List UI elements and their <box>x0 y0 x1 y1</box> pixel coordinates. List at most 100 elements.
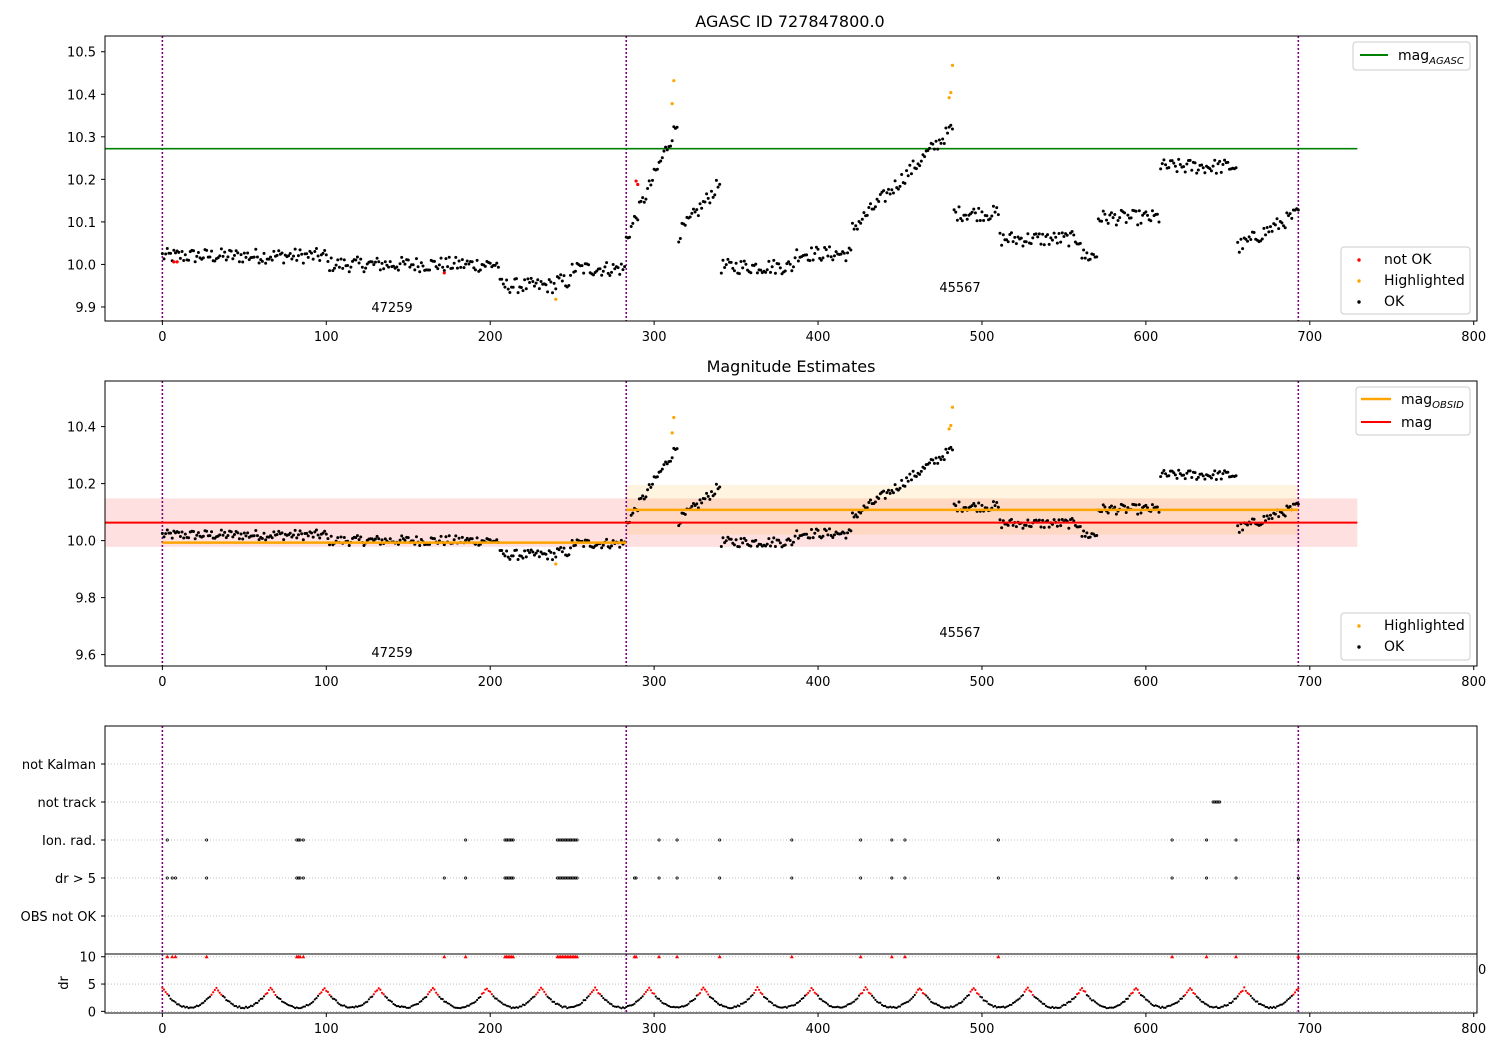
panel2-point-ok <box>937 455 941 459</box>
panel2-point-ok <box>357 538 361 542</box>
panel1-point-ok <box>459 265 463 269</box>
panel1-point-ok <box>569 273 573 277</box>
panel1-point-ok <box>1260 237 1264 241</box>
panel1-point-ok <box>378 268 382 272</box>
panel4-point-dr <box>764 996 767 1000</box>
panel2-point-ok <box>1029 525 1033 529</box>
panel1-point-ok <box>1164 163 1168 167</box>
panel3-flag-marker <box>657 838 661 842</box>
panel1-point-ok <box>826 254 830 258</box>
panel1-point-ok <box>706 196 710 200</box>
panel1-point-ok <box>823 246 827 250</box>
panel1-point-ok <box>678 237 682 241</box>
panel1-point-ok <box>729 260 733 264</box>
panel2-point-ok <box>169 531 173 535</box>
panel2-point-ok <box>655 475 659 479</box>
panel1-point-ok <box>242 251 246 255</box>
panel1-point-ok <box>178 256 182 260</box>
panel1-point-ok <box>777 262 781 266</box>
panel3-flag-marker <box>570 838 574 842</box>
panel2-point-ok <box>700 501 704 505</box>
panel2-point-ok <box>165 528 169 532</box>
panel4-point-dr-high <box>974 988 977 992</box>
panel2-point-highlighted <box>950 405 955 409</box>
panel1-point-ok <box>1088 257 1092 261</box>
panel4-point-dr <box>1036 997 1039 1001</box>
panel1-point-ok <box>690 211 694 215</box>
panel4-point-dr-high <box>1248 993 1251 996</box>
panel4-point-dr <box>741 1002 744 1005</box>
panel4-point-dr <box>303 1005 307 1008</box>
panel4-point-dr-high <box>1244 989 1247 992</box>
panel1-point-ok <box>893 179 897 183</box>
panel1-point-ok <box>519 286 523 290</box>
panel1-point-ok <box>428 268 432 272</box>
panel4-point-dr <box>182 1005 185 1008</box>
panel2-point-ok <box>241 537 245 541</box>
panel1-point-ok <box>882 189 886 193</box>
panel4-point-dr <box>575 1004 579 1007</box>
panel1-point-ok <box>744 262 748 266</box>
panel1-point-not-ok <box>636 182 640 187</box>
panel4-point-dr <box>425 995 428 999</box>
panel1-point-ok <box>805 253 809 257</box>
panel1-point-ok <box>275 253 279 257</box>
panel4-point-dr <box>851 1001 854 1004</box>
panel4-point-dr <box>733 1005 736 1008</box>
panel1-point-ok <box>773 271 777 275</box>
panel4-ylabel: dr <box>57 976 72 990</box>
panel1-point-ok <box>165 247 169 251</box>
panel2-point-ok <box>559 545 563 549</box>
panel4-point-dr <box>348 1006 351 1009</box>
panel4-point-dr <box>1018 997 1021 1000</box>
panel2-point-ok <box>909 478 913 482</box>
panel4-point-dr <box>256 1001 259 1004</box>
panel2-point-ok <box>998 518 1002 522</box>
panel2-point-ok <box>524 555 528 559</box>
panel4-point-dr <box>1218 1006 1221 1010</box>
panel1-point-highlighted <box>949 90 953 95</box>
panel4-point-dr <box>803 994 807 997</box>
panel4-point-dr <box>251 1004 254 1008</box>
panel4-point-dr <box>285 1003 289 1006</box>
panel2-point-ok <box>160 531 164 535</box>
panel1-point-ok <box>523 278 527 282</box>
panel2-point-ok <box>464 538 468 542</box>
panel1-point-ok <box>1249 237 1253 241</box>
panel1-point-ok <box>434 265 438 269</box>
panel2-point-ok <box>500 549 504 553</box>
panel4-point-dr <box>1269 1006 1272 1009</box>
panel2-point-ok <box>1103 505 1107 509</box>
panel1-point-ok <box>869 202 873 206</box>
panel4-point-dr <box>1043 1002 1046 1006</box>
panel1-point-ok <box>1264 233 1268 237</box>
panel1-point-ok <box>488 261 492 265</box>
panel1-point-ok <box>839 252 843 256</box>
panel1-point-ok <box>552 281 556 285</box>
panel2-point-ok <box>973 504 977 508</box>
panel4-point-dr <box>1259 1002 1262 1006</box>
panel3-flag-marker <box>506 838 510 842</box>
panel4-point-dr-high <box>1295 988 1298 991</box>
panel3-flag-marker <box>569 838 573 842</box>
panel4-point-dr <box>939 1005 943 1009</box>
panel2-point-ok <box>377 537 381 541</box>
panel1-point-ok <box>451 266 455 270</box>
panel4-point-dr <box>302 1005 305 1008</box>
panel4-point-dr <box>621 1006 625 1009</box>
legend-mag-agasc: magAGASC <box>1398 48 1464 67</box>
panel4-point-dr <box>744 1000 748 1003</box>
panel2-point-ok <box>1226 470 1230 474</box>
panel2-xtick-label: 100 <box>314 675 339 690</box>
panel1-point-ok <box>629 225 633 229</box>
panel4-point-dr-high <box>972 987 975 990</box>
panel4-point-dr <box>205 998 208 1001</box>
panel1-point-ok <box>642 200 646 204</box>
panel4-point-dr-high <box>707 993 710 996</box>
panel4-point-dr <box>954 1004 957 1007</box>
panel2-point-ok <box>195 533 199 537</box>
panel4-point-dr <box>261 997 264 1000</box>
panel1-point-ok <box>973 211 977 215</box>
panel4-point-dr <box>533 995 536 998</box>
panel4-point-dr <box>495 997 498 1000</box>
